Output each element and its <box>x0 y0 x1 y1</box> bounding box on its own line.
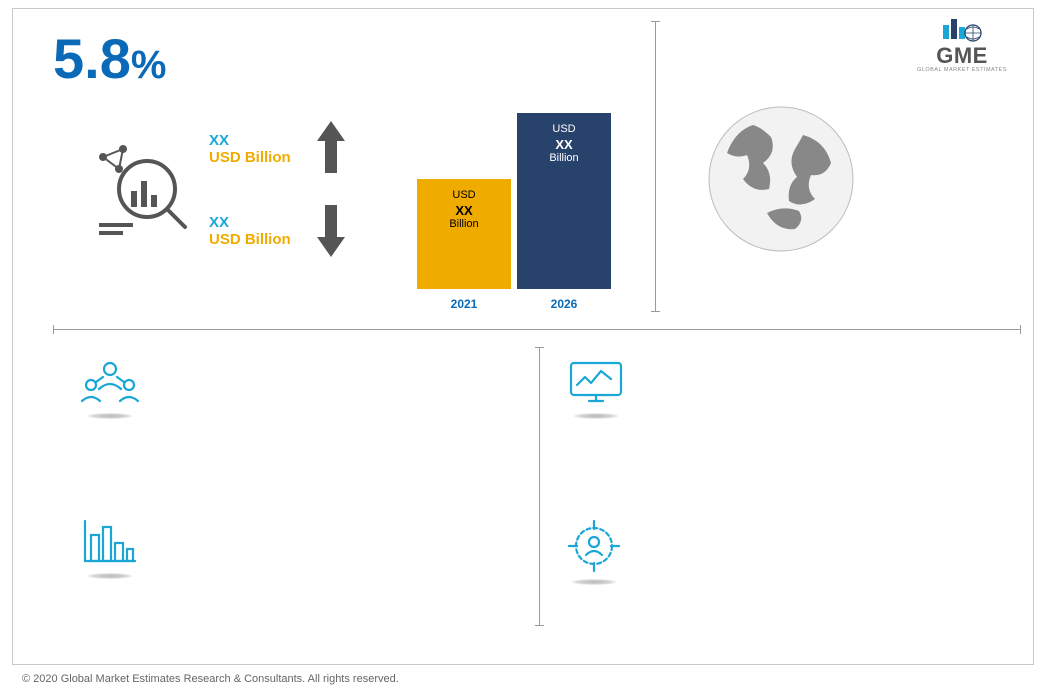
monitor-chart-icon <box>565 359 627 419</box>
divider-horizontal <box>53 329 1021 330</box>
globe-icon <box>703 101 859 262</box>
logo-text: GME <box>917 43 1007 69</box>
metric-down-unit: USD Billion <box>209 232 291 249</box>
cagr-value: 5.8% <box>53 31 166 87</box>
team-icon <box>79 359 141 419</box>
outer-frame: GME GLOBAL MARKET ESTIMATES 5.8% <box>12 8 1034 665</box>
metric-down-value: XX <box>209 215 291 232</box>
logo-tagline: GLOBAL MARKET ESTIMATES <box>917 67 1007 73</box>
divider-vertical-bottom <box>539 347 540 625</box>
brand-logo: GME GLOBAL MARKET ESTIMATES <box>917 17 1007 73</box>
metric-down: XX USD Billion <box>209 215 291 248</box>
headline: 5.8% <box>13 9 1033 87</box>
target-user-icon <box>565 517 623 585</box>
analytics-icon <box>89 139 193 248</box>
market-size-bar-chart: USDXXBillion2021USDXXBillion2026 <box>417 85 637 325</box>
copyright: © 2020 Global Market Estimates Research … <box>22 673 399 685</box>
top-row: XX USD Billion XX USD Billion USDXXBilli… <box>13 97 1033 357</box>
bar-chart-icon <box>79 517 141 579</box>
metric-up-value: XX <box>209 133 291 150</box>
arrow-up-icon <box>313 119 349 177</box>
metric-up-unit: USD Billion <box>209 150 291 167</box>
divider-vertical-top <box>655 21 656 311</box>
metric-up: XX USD Billion <box>209 133 291 166</box>
arrow-down-icon <box>313 201 349 259</box>
logo-mark-icon <box>939 17 985 43</box>
chart-bar-2026: USDXXBillion2026 <box>517 113 611 289</box>
chart-bar-2021: USDXXBillion2021 <box>417 179 511 289</box>
